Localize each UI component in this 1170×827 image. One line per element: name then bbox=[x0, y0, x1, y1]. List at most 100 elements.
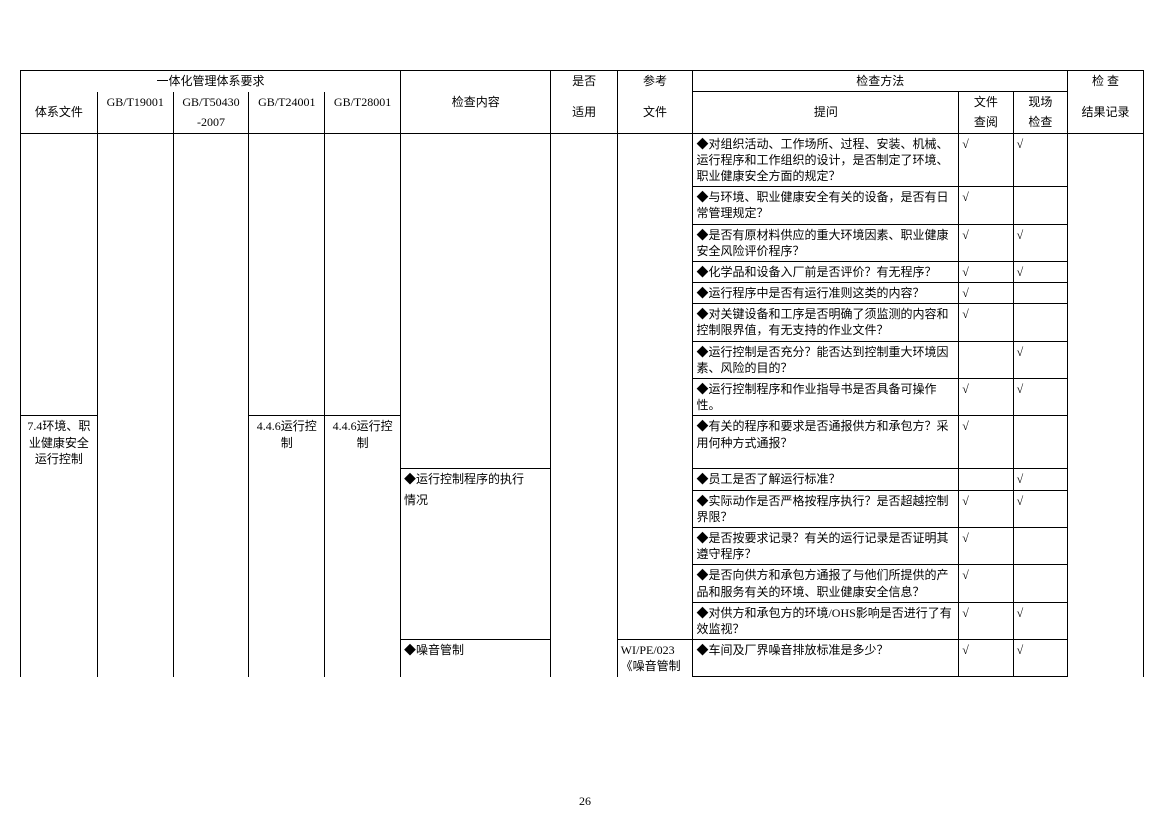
cell-g50 bbox=[173, 640, 249, 677]
cell-docrev: √ bbox=[959, 187, 1013, 224]
cell-apply bbox=[551, 640, 617, 677]
cell-g24 bbox=[249, 224, 325, 261]
table-row: ◆化学品和设备入厂前是否评价？有无程序？√√ bbox=[21, 261, 1144, 282]
cell-g24 bbox=[249, 602, 325, 639]
cell-docrev: √ bbox=[959, 283, 1013, 304]
cell-apply bbox=[551, 379, 617, 416]
header-row-2: 体系文件 GB/T19001 GB/T50430 GB/T24001 GB/T2… bbox=[21, 92, 1144, 113]
cell-ask: ◆是否向供方和承包方通报了与他们所提供的产品和服务有关的环境、职业健康安全信息？ bbox=[693, 565, 959, 602]
cell-sysdoc bbox=[21, 133, 98, 187]
cell-docrev: √ bbox=[959, 304, 1013, 341]
table-row: ◆是否按要求记录？有关的运行记录是否证明其遵守程序？√ bbox=[21, 528, 1144, 565]
cell-content: ◆噪音管制 bbox=[400, 640, 551, 677]
cell-sysdoc bbox=[21, 565, 98, 602]
cell-sysdoc bbox=[21, 379, 98, 416]
cell-g24 bbox=[249, 490, 325, 527]
cell-apply bbox=[551, 565, 617, 602]
table-row: ◆对供方和承包方的环境/OHS影响是否进行了有效监视？√√ bbox=[21, 602, 1144, 639]
cell-g24 bbox=[249, 528, 325, 565]
table-row: ◆运行控制是否充分？能否达到控制重大环境因素、风险的目的？√ bbox=[21, 341, 1144, 378]
cell-site bbox=[1013, 187, 1067, 224]
cell-g24 bbox=[249, 565, 325, 602]
cell-res bbox=[1068, 187, 1144, 224]
hdr-gb24001: GB/T24001 bbox=[249, 92, 325, 113]
cell-site: √ bbox=[1013, 224, 1067, 261]
cell-ref bbox=[617, 490, 693, 527]
hdr-gb19001: GB/T19001 bbox=[97, 92, 173, 113]
cell-g19 bbox=[97, 640, 173, 677]
hdr-record: 结果记录 bbox=[1068, 92, 1144, 133]
cell-g19 bbox=[97, 469, 173, 490]
header-row-1: 一体化管理体系要求 检查内容 是否 参考 检查方法 检 查 bbox=[21, 71, 1144, 92]
cell-res bbox=[1068, 640, 1144, 677]
hdr-gb28001-empty bbox=[325, 112, 401, 133]
cell-content bbox=[400, 224, 551, 261]
cell-g28 bbox=[325, 565, 401, 602]
cell-g24: 4.4.6运行控制 bbox=[249, 416, 325, 469]
hdr-gb50430: GB/T50430 bbox=[173, 92, 249, 113]
cell-sysdoc bbox=[21, 528, 98, 565]
cell-site: √ bbox=[1013, 133, 1067, 187]
cell-g19 bbox=[97, 565, 173, 602]
cell-g28 bbox=[325, 490, 401, 527]
cell-site bbox=[1013, 283, 1067, 304]
cell-g19 bbox=[97, 133, 173, 187]
cell-res bbox=[1068, 528, 1144, 565]
cell-g19 bbox=[97, 224, 173, 261]
cell-sysdoc bbox=[21, 469, 98, 490]
cell-res bbox=[1068, 469, 1144, 490]
cell-apply bbox=[551, 133, 617, 187]
hdr-check-method: 检查方法 bbox=[693, 71, 1068, 92]
cell-ask: ◆运行控制是否充分？能否达到控制重大环境因素、风险的目的？ bbox=[693, 341, 959, 378]
cell-apply bbox=[551, 341, 617, 378]
cell-g24 bbox=[249, 640, 325, 677]
cell-g28 bbox=[325, 304, 401, 341]
hdr-check-result: 检 查 bbox=[1068, 71, 1144, 92]
cell-ref bbox=[617, 224, 693, 261]
cell-ask: ◆车间及厂界噪音排放标准是多少？ bbox=[693, 640, 959, 677]
cell-ref bbox=[617, 379, 693, 416]
cell-sysdoc bbox=[21, 283, 98, 304]
cell-content bbox=[400, 416, 551, 469]
cell-apply bbox=[551, 528, 617, 565]
cell-ref bbox=[617, 602, 693, 639]
cell-g19 bbox=[97, 602, 173, 639]
cell-site: √ bbox=[1013, 602, 1067, 639]
table-row: ◆运行控制程序的执行◆员工是否了解运行标准？√ bbox=[21, 469, 1144, 490]
cell-g50 bbox=[173, 261, 249, 282]
cell-site bbox=[1013, 304, 1067, 341]
cell-content bbox=[400, 283, 551, 304]
cell-g50 bbox=[173, 469, 249, 490]
cell-g50 bbox=[173, 490, 249, 527]
cell-site: √ bbox=[1013, 640, 1067, 677]
cell-g24 bbox=[249, 187, 325, 224]
cell-ref bbox=[617, 133, 693, 187]
cell-site: √ bbox=[1013, 261, 1067, 282]
cell-content bbox=[400, 261, 551, 282]
cell-apply bbox=[551, 490, 617, 527]
cell-g50 bbox=[173, 528, 249, 565]
cell-g50 bbox=[173, 341, 249, 378]
cell-g50 bbox=[173, 416, 249, 469]
cell-ref: WI/PE/023《噪音管制 bbox=[617, 640, 693, 677]
cell-g50 bbox=[173, 283, 249, 304]
cell-apply bbox=[551, 283, 617, 304]
cell-res bbox=[1068, 224, 1144, 261]
cell-content bbox=[400, 379, 551, 416]
cell-g19 bbox=[97, 528, 173, 565]
cell-ref bbox=[617, 565, 693, 602]
cell-sysdoc bbox=[21, 187, 98, 224]
cell-g28 bbox=[325, 187, 401, 224]
cell-content bbox=[400, 602, 551, 639]
cell-g24 bbox=[249, 379, 325, 416]
cell-docrev: √ bbox=[959, 261, 1013, 282]
hdr-doc-review: 文件 bbox=[959, 92, 1013, 113]
table-row: 7.4环境、职业健康安全运行控制4.4.6运行控制4.4.6运行控制◆有关的程序… bbox=[21, 416, 1144, 469]
cell-apply bbox=[551, 469, 617, 490]
cell-g24 bbox=[249, 283, 325, 304]
cell-res bbox=[1068, 341, 1144, 378]
cell-content bbox=[400, 304, 551, 341]
cell-apply bbox=[551, 261, 617, 282]
cell-res bbox=[1068, 602, 1144, 639]
cell-apply bbox=[551, 224, 617, 261]
